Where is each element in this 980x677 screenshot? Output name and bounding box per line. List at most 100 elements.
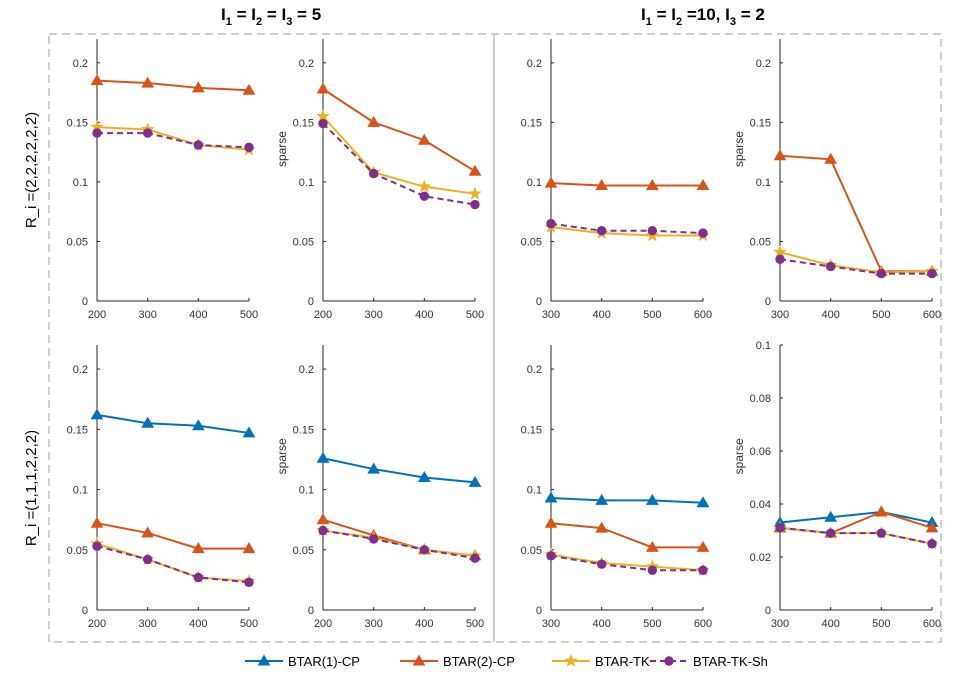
x-tick-label: 300 xyxy=(138,618,156,630)
series-line xyxy=(550,554,703,572)
data-point xyxy=(142,128,153,138)
data-point xyxy=(595,521,609,533)
series-btar-2-cp xyxy=(90,516,256,554)
y-tick-label: 0.05 xyxy=(67,236,88,248)
series-line xyxy=(550,222,704,235)
panel-row1-col1: 0 0.05 0.1 0.15 0.2 200 300 400 500 xyxy=(67,39,258,321)
data-point xyxy=(470,553,480,563)
data-point xyxy=(595,493,609,505)
series-line xyxy=(779,154,932,273)
data-point xyxy=(925,521,939,533)
y-tick-label: 0.02 xyxy=(750,552,771,564)
x-tick-label: 500 xyxy=(466,618,484,630)
data-point xyxy=(191,419,205,431)
y-tick-label: 0.05 xyxy=(521,545,542,557)
series-btar-tk xyxy=(544,547,710,577)
x-tick-label: 500 xyxy=(872,618,890,630)
series-line xyxy=(322,88,476,173)
y-tick-label: 0.05 xyxy=(67,545,88,557)
y-axis-label: sparse xyxy=(275,438,289,474)
data-point xyxy=(417,471,431,482)
data-point xyxy=(191,542,205,554)
y-tick-label: 0.05 xyxy=(750,236,771,248)
data-point xyxy=(468,164,482,176)
series-btar-tk xyxy=(773,520,939,550)
data-point xyxy=(874,505,888,517)
series-btar-tk xyxy=(90,119,256,156)
data-point xyxy=(368,168,379,179)
series-line xyxy=(550,226,703,237)
x-tick-label: 300 xyxy=(364,309,382,321)
legend-label: BTAR(2)-CP xyxy=(443,654,515,669)
data-point xyxy=(544,176,558,188)
data-point xyxy=(90,516,104,528)
series-btar-2-cp xyxy=(90,74,256,95)
data-point xyxy=(468,186,482,200)
x-tick-label: 200 xyxy=(88,618,106,630)
series-btar-tk-sh xyxy=(546,551,708,575)
series-btar-tk-sh xyxy=(775,254,937,279)
series-btar-1-cp xyxy=(90,408,256,438)
legend-marker xyxy=(412,654,426,666)
figure-frame xyxy=(48,33,942,643)
series-btar-tk-sh xyxy=(546,218,708,238)
legend-marker xyxy=(564,653,578,667)
x-tick-label: 600 xyxy=(694,618,712,630)
data-point xyxy=(596,226,607,236)
title-right: I1 = I2 =10, I3 = 2 xyxy=(641,5,765,28)
x-tick-label: 200 xyxy=(314,618,332,630)
series-line xyxy=(96,413,250,434)
y-axis-label: sparse xyxy=(732,131,746,167)
y-tick-label: 0.05 xyxy=(521,236,542,248)
series-line xyxy=(96,522,249,550)
series-line xyxy=(97,132,250,149)
y-tick-label: 0.15 xyxy=(293,424,314,436)
data-point xyxy=(367,115,381,127)
series-btar-2-cp xyxy=(316,82,482,176)
data-point xyxy=(544,516,558,528)
y-tick-label: 0.05 xyxy=(293,545,314,557)
data-point xyxy=(92,541,102,551)
y-tick-label: 0.2 xyxy=(756,58,771,70)
y-tick-label: 0.2 xyxy=(527,58,542,70)
y-tick-label: 0.06 xyxy=(750,446,771,458)
series-btar-tk-sh xyxy=(318,118,480,210)
legend-item-btar-2-cp: BTAR(2)-CP xyxy=(400,654,515,669)
series-line xyxy=(322,457,476,484)
legend-label: BTAR(1)-CP xyxy=(288,654,360,669)
data-point xyxy=(242,542,256,554)
data-point xyxy=(927,268,937,279)
x-tick-label: 300 xyxy=(771,618,789,630)
data-point xyxy=(647,226,658,236)
series-line xyxy=(550,553,704,572)
data-point xyxy=(244,142,254,153)
data-point xyxy=(773,149,787,161)
data-point xyxy=(242,426,256,438)
data-point xyxy=(417,133,431,145)
y-tick-label: 0 xyxy=(536,605,542,617)
data-point xyxy=(645,540,659,552)
data-point xyxy=(825,261,836,272)
data-point xyxy=(468,475,482,487)
y-tick-label: 0.1 xyxy=(527,485,542,497)
y-tick-label: 0 xyxy=(765,296,771,308)
series-btar-tk-sh xyxy=(92,541,254,587)
y-tick-label: 0 xyxy=(536,296,542,308)
data-point xyxy=(92,128,102,138)
y-tick-label: 0 xyxy=(765,605,771,617)
data-point xyxy=(141,416,155,428)
data-point xyxy=(876,528,887,538)
x-tick-label: 300 xyxy=(542,618,560,630)
data-point xyxy=(825,528,836,538)
data-point xyxy=(367,462,381,474)
y-tick-label: 0.1 xyxy=(299,177,314,189)
data-point xyxy=(927,539,937,549)
x-tick-label: 400 xyxy=(189,618,207,630)
series-line xyxy=(322,529,476,560)
data-point xyxy=(824,510,838,522)
data-point xyxy=(696,496,710,508)
y-tick-label: 0.15 xyxy=(521,424,542,436)
x-tick-label: 500 xyxy=(643,309,661,321)
series-btar-2-cp xyxy=(544,516,710,552)
